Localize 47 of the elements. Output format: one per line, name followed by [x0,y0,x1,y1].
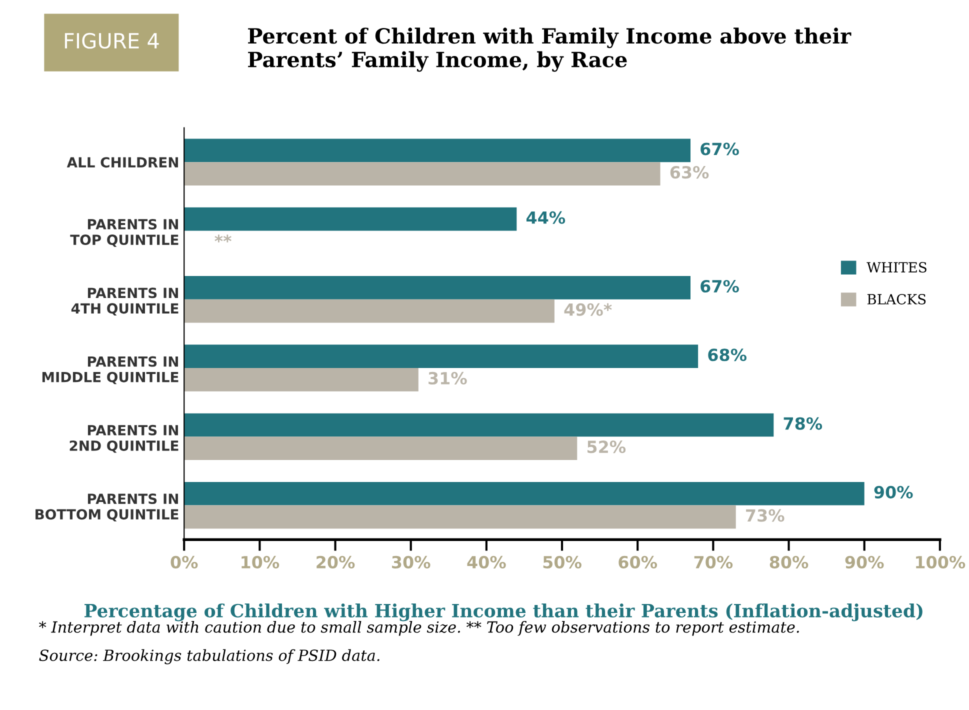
x-tick-label: 10% [242,556,280,568]
data-label: 67% [700,142,739,156]
bar [184,413,774,437]
x-tick-label: 50% [543,556,582,568]
data-label: 52% [587,440,626,454]
x-tick-label: 90% [845,556,884,568]
x-tick-label: 100% [916,556,966,568]
y-tick-label: PARENTS IN TOP QUINTILE [70,219,178,247]
data-label: 67% [700,280,739,293]
bar [184,299,554,323]
bar [184,138,691,162]
y-tick-label: ALL CHILDREN [66,157,178,168]
text: * Interpret data with caution due to small sample size. ** Too few observations to report estimate. [39,620,799,636]
data-label: 68% [708,348,746,362]
bar [184,482,864,506]
data-label: 63% [670,166,709,179]
caption: FIGURE 4 [64,32,159,49]
bar [184,368,418,392]
y-tick-label: PARENTS IN 4TH QUINTILE [71,288,178,316]
text: ** [214,234,232,242]
data-label: 49%* [564,303,612,316]
x-tick-label: 20% [316,556,355,568]
x-tick-label: 30% [392,556,430,568]
bar [184,207,517,231]
y-tick-label: PARENTS IN 2ND QUINTILE [70,424,178,453]
x-tick-label: 60% [618,556,658,568]
x-tick-label: 40% [467,556,506,568]
data-label: 78% [784,417,822,430]
legend-label: BLACKS [867,294,926,304]
bar [184,276,691,300]
x-tick-label: 0% [170,556,198,568]
y-tick-label: PARENTS IN BOTTOM QUINTILE [36,494,178,522]
data-label: 44% [526,211,566,224]
data-label: 90% [874,486,913,498]
bar [184,344,698,368]
y-tick-label: PARENTS IN MIDDLE QUINTILE [42,356,178,384]
x-tick-label: 80% [770,556,808,568]
chart-title: Percent of Children with Family Income above their Parents’ Family Income, by Race [248,28,852,72]
bar [184,436,578,460]
x-axis-title: Percentage of Children with Higher Income than their Parents (Inflation-adjusted) [84,604,922,622]
legend-label: WHITES [866,262,926,273]
bar [184,505,736,529]
data-label: 31% [428,372,467,385]
bar [184,162,660,186]
data-label: 73% [746,509,784,522]
source-note: Source: Brookings tabulations of PSID data. [39,649,380,664]
x-tick-label: 70% [694,556,733,568]
